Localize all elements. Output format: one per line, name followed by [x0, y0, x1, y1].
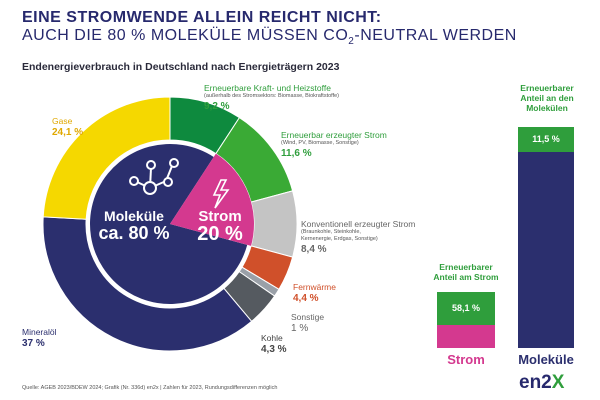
molecule-icon	[129, 158, 179, 195]
page-title: EINE STROMWENDE ALLEIN REICHT NICHT:	[22, 9, 382, 26]
bar-category-strom: Strom	[447, 352, 485, 367]
en2x-logo: en2X	[519, 372, 565, 393]
outer-slice-2	[250, 190, 298, 258]
label-konventionell-strom: Konventionell erzeugter Strom (Braunkohl…	[301, 219, 416, 255]
bar-strom-renewable	[437, 292, 495, 325]
label-mineraloel: Mineralöl 37 %	[22, 327, 57, 349]
label-sonstige: Sonstige 1 %	[291, 312, 325, 334]
inner-slice-strom	[170, 153, 255, 246]
outer-slice-7	[42, 96, 171, 220]
bar-molekuele-value: 11,5 %	[532, 133, 560, 144]
bar-molekuele	[518, 127, 574, 348]
inner-label-strom: Strom 20 %	[197, 208, 243, 245]
chart-subtitle: Endenergieverbrauch in Deutschland nach …	[22, 61, 340, 73]
inner-slice-molekuele	[89, 144, 248, 304]
label-kohle: Kohle 4,3 %	[261, 333, 287, 355]
lightning-icon	[212, 179, 230, 209]
bar-category-molekuele: Moleküle	[518, 352, 574, 367]
label-fernwaerme: Fernwärme 4,4 %	[293, 282, 336, 304]
inner-ring	[89, 144, 255, 304]
bar-title-strom: Erneuerbarer Anteil am Strom	[433, 262, 499, 282]
outer-slice-6	[42, 216, 253, 352]
label-erneuerbar-strom: Erneuerbar erzeugter Strom (Wind, PV, Bi…	[281, 130, 387, 159]
outer-ring	[42, 96, 298, 352]
bar-strom-value: 58,1 %	[451, 302, 481, 313]
label-erneuerbare-kraftstoffe: Erneuerbare Kraft- und Heizstoffe (außer…	[204, 83, 340, 112]
bar-strom	[437, 292, 495, 348]
bar-molekuele-rest	[518, 152, 574, 348]
page-title-line2: AUCH DIE 80 % MOLEKÜLE MÜSSEN CO2-NEUTRA…	[22, 27, 517, 48]
source-note: Quelle: AGEB 2023/BDEW 2024; Grafik (Nr.…	[22, 385, 278, 391]
bar-title-molekuele: Erneuerbarer Anteil an den Molekülen	[520, 83, 574, 113]
inner-label-molekuele: Moleküle ca. 80 %	[98, 208, 170, 243]
bar-molekuele-renewable	[518, 127, 574, 152]
label-gase: Gase 24,1 %	[52, 116, 84, 138]
bar-strom-rest	[437, 325, 495, 348]
